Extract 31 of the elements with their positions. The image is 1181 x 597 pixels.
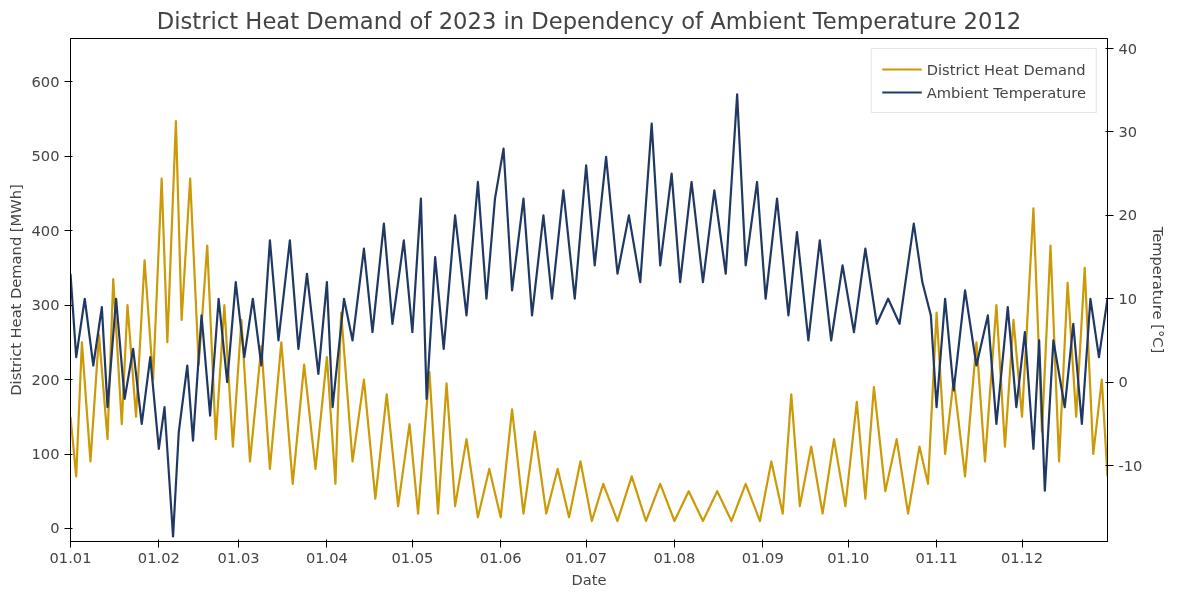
y-tick-label: 100 xyxy=(31,445,60,463)
x-tick-label: 01.03 xyxy=(217,548,260,566)
y2-tick-label: 40 xyxy=(1118,39,1138,57)
y2-tick-label: 0 xyxy=(1118,373,1128,391)
legend-label: Ambient Temperature xyxy=(926,83,1086,101)
x-tick-label: 01.12 xyxy=(1001,548,1044,566)
x-tick-label: 01.05 xyxy=(391,548,434,566)
y-axis-title: District Heat Demand [MWh] xyxy=(6,184,24,396)
y-tick-label: 600 xyxy=(31,72,60,90)
x-axis-title: Date xyxy=(571,570,607,588)
y2-tick-label: -10 xyxy=(1118,456,1143,474)
y2-tick-label: 20 xyxy=(1118,206,1138,224)
y-tick-label: 400 xyxy=(31,221,60,239)
x-tick-label: 01.07 xyxy=(565,548,608,566)
x-tick-label: 01.10 xyxy=(827,548,870,566)
x-tick-label: 01.11 xyxy=(915,548,958,566)
y2-axis-title: Temperature [°C] xyxy=(1150,225,1168,354)
y2-tick-label: 10 xyxy=(1118,289,1138,307)
y-tick-label: 300 xyxy=(31,296,60,314)
x-tick-label: 01.02 xyxy=(137,548,180,566)
y-tick-label: 500 xyxy=(31,147,60,165)
y-tick-label: 0 xyxy=(50,519,60,537)
chart-title: District Heat Demand of 2023 in Dependency of Ambient Temperature 2012 xyxy=(156,7,1022,34)
x-tick-label: 01.06 xyxy=(479,548,522,566)
x-tick-label: 01.04 xyxy=(305,548,348,566)
x-tick-label: 01.01 xyxy=(49,548,92,566)
y2-tick-label: 30 xyxy=(1118,122,1138,140)
x-tick-label: 01.09 xyxy=(741,548,784,566)
x-tick-label: 01.08 xyxy=(653,548,696,566)
y-tick-label: 200 xyxy=(31,370,60,388)
legend-label: District Heat Demand xyxy=(926,60,1086,78)
